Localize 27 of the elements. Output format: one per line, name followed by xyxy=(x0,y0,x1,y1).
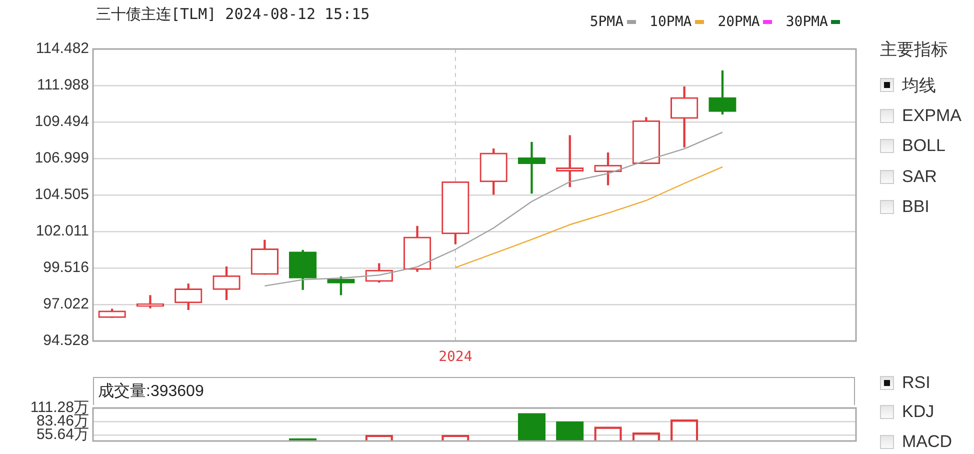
y-tick-label: 106.999 xyxy=(34,150,89,167)
y-tick-label: 94.528 xyxy=(43,332,89,350)
text: RSI xyxy=(902,372,930,393)
text: 主要指标 xyxy=(880,39,949,61)
y-tick-label: 109.494 xyxy=(34,113,89,130)
legend-label: 30PMA xyxy=(786,14,828,30)
text: EXPMA xyxy=(902,106,962,126)
y-tick-label: 114.482 xyxy=(36,40,89,58)
chart-title: 成交量:393609 xyxy=(93,377,855,405)
legend-label: 10PMA xyxy=(650,14,692,30)
text: MACD xyxy=(902,432,952,452)
chart-title: 三十债主连[TLM] 2024-08-12 15:15 xyxy=(96,5,370,24)
text: BBI xyxy=(902,197,930,218)
candlestick xyxy=(518,142,546,194)
text: KDJ xyxy=(902,402,934,422)
y-tick-label: 104.505 xyxy=(34,186,89,204)
y-tick-label: 55.64万 xyxy=(36,426,89,444)
text: SAR xyxy=(902,166,937,187)
y-tick-label: 97.022 xyxy=(43,296,89,313)
x-tick-label: 2024 xyxy=(438,349,472,366)
text: BOLL xyxy=(902,136,946,156)
y-tick-label: 99.516 xyxy=(43,259,89,276)
legend-label: 5PMA xyxy=(590,14,624,30)
text: 均线 xyxy=(902,74,936,97)
y-tick-label: 111.988 xyxy=(37,76,89,94)
y-tick-label: 102.011 xyxy=(36,222,89,240)
legend-label: 20PMA xyxy=(718,14,760,30)
